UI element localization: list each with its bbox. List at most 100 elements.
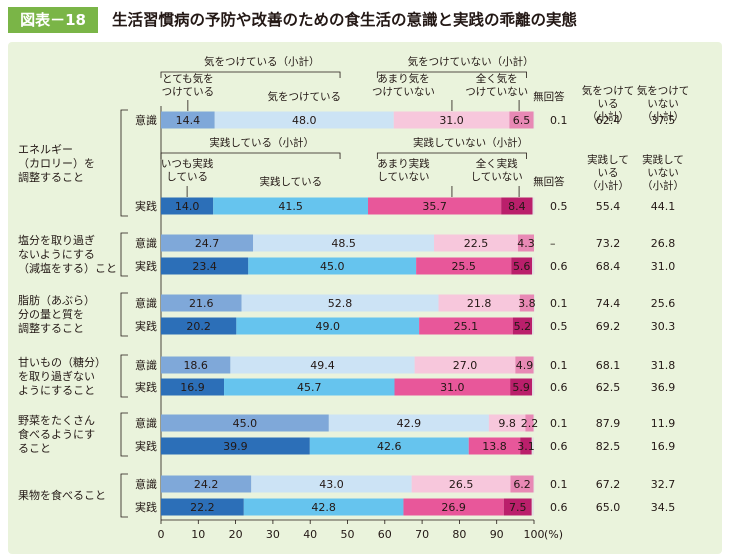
x-tick-label: 40 (303, 528, 317, 541)
bar-value-label: 5.6 (513, 260, 531, 273)
no-answer-value: 0.6 (550, 381, 568, 394)
bar-value-label: 48.5 (331, 237, 356, 250)
bar-segment (328, 414, 489, 432)
no-answer-value: 0.5 (550, 320, 568, 333)
bar-value-label: 52.8 (328, 297, 353, 310)
bar-value-label: 24.2 (194, 478, 219, 491)
bar-segment (416, 257, 512, 275)
bar-segment (411, 475, 511, 493)
bar-value-label: 14.4 (176, 114, 201, 127)
bar-segment (161, 475, 252, 493)
bar-value-label: 21.6 (189, 297, 214, 310)
annotation-seg-bottom-4: 全く実践していない (471, 157, 523, 183)
subtotal-value-1: 74.4 (596, 297, 621, 310)
bar-value-label: 22.2 (190, 501, 215, 514)
bar-segment (393, 111, 510, 129)
row-kind-label: 意識 (135, 477, 157, 491)
bar-segment (488, 414, 526, 432)
annotation-group-top-left: 気をつけている（小計） (204, 55, 320, 68)
bar-segment (161, 317, 237, 335)
no-answer-value: 0.1 (550, 417, 568, 430)
bar-segment (434, 234, 518, 252)
category-bracket (120, 232, 128, 277)
subtotal-header-ishiki-2: 気をつけていない（小計） (637, 84, 690, 123)
no-answer-value: 0.5 (550, 200, 568, 213)
row-kind-label: 実践 (135, 500, 157, 514)
category-label: 野菜をたくさん食べるようにすること (18, 414, 95, 455)
row-kind-label: 意識 (135, 113, 157, 127)
chart-panel: 気をつけている（小計） 気をつけていない（小計） とても気をつけている 気をつけている… (8, 42, 722, 554)
bar-segment (394, 378, 511, 396)
no-answer-value: 0.6 (550, 440, 568, 453)
bar-value-label: 25.1 (454, 320, 479, 333)
bar-segment (510, 475, 534, 493)
no-answer-value: 0.1 (550, 478, 568, 491)
x-tick-label: 100 (524, 528, 545, 541)
x-axis-unit: (%) (544, 528, 563, 541)
bar-value-label: 5.9 (512, 381, 530, 394)
bar-segment (214, 111, 394, 129)
subtotal-value-2: 26.8 (651, 237, 676, 250)
bar-segment (213, 197, 369, 215)
x-tick-label: 80 (452, 528, 466, 541)
annotation-seg-bottom-1: いつも実践している (161, 157, 214, 183)
bar-value-label: 4.9 (516, 359, 534, 372)
bar-segment (414, 356, 516, 374)
category-label: 塩分を取り過ぎないようにする（減塩をする）こと (18, 233, 117, 275)
bar-segment (438, 294, 520, 312)
no-answer-value: 0.6 (550, 260, 568, 273)
bar-value-label: 26.9 (441, 501, 466, 514)
bar-segment (241, 294, 439, 312)
subtotal-value-1: 87.9 (596, 417, 621, 430)
subtotal-value-1: 55.4 (596, 200, 621, 213)
annotation-seg-bottom-5: 無回答 (533, 175, 565, 188)
row-kind-label: 意識 (135, 358, 157, 372)
no-answer-value: 0.1 (550, 297, 568, 310)
no-answer-value: 0.1 (550, 114, 568, 127)
annotation-seg-top-1: とても気をつけている (162, 72, 215, 98)
row-kind-label: 実践 (135, 259, 157, 273)
row-kind-label: 実践 (135, 319, 157, 333)
bar-segment (525, 414, 534, 432)
category-label: 脂肪（あぶら）分の量と質を調整すること (18, 293, 95, 335)
bar-segment (533, 356, 535, 374)
subtotal-value-2: 36.9 (651, 381, 676, 394)
annotation-seg-bottom-3: あまり実践していない (377, 157, 430, 183)
bar-segment (520, 437, 532, 455)
bar-segment (532, 378, 535, 396)
bar-segment (532, 257, 535, 275)
bracket-top-right (376, 71, 527, 78)
x-tick-label: 0 (158, 528, 165, 541)
bar-value-label: 45.0 (233, 417, 258, 430)
bar-segment (161, 356, 231, 374)
subtotal-header-jissen-2: 実践していない（小計） (642, 153, 684, 192)
bar-segment (519, 294, 534, 312)
subtotal-header-ishiki-1: 気をつけている（小計） (582, 84, 635, 123)
bar-value-label: 23.4 (192, 260, 217, 273)
bar-segment (511, 257, 533, 275)
bar-segment (224, 378, 395, 396)
bar-value-label: 39.9 (223, 440, 248, 453)
x-tick-label: 50 (341, 528, 355, 541)
bar-segment (468, 437, 521, 455)
category-bracket (120, 354, 128, 398)
bracket-top-left (160, 71, 341, 78)
bar-value-label: 9.8 (498, 417, 516, 430)
bar-value-label: 45.7 (297, 381, 322, 394)
bar-value-label: 26.5 (449, 478, 474, 491)
bar-segment (503, 498, 532, 516)
bar-segment (533, 111, 535, 129)
row-kind-label: 意識 (135, 296, 157, 310)
subtotal-value-2: 44.1 (651, 200, 676, 213)
bar-value-label: 49.4 (310, 359, 335, 372)
subtotal-value-2: 11.9 (651, 417, 676, 430)
bar-value-label: 25.5 (451, 260, 476, 273)
bar-segment (248, 257, 417, 275)
bar-segment (251, 475, 412, 493)
bar-value-label: 31.0 (440, 381, 465, 394)
subtotal-value-2: 16.9 (651, 440, 676, 453)
bar-value-label: 5.2 (514, 320, 532, 333)
bar-segment (533, 414, 535, 432)
row-kind-label: 意識 (135, 416, 157, 430)
subtotal-value-1: 62.4 (596, 114, 621, 127)
